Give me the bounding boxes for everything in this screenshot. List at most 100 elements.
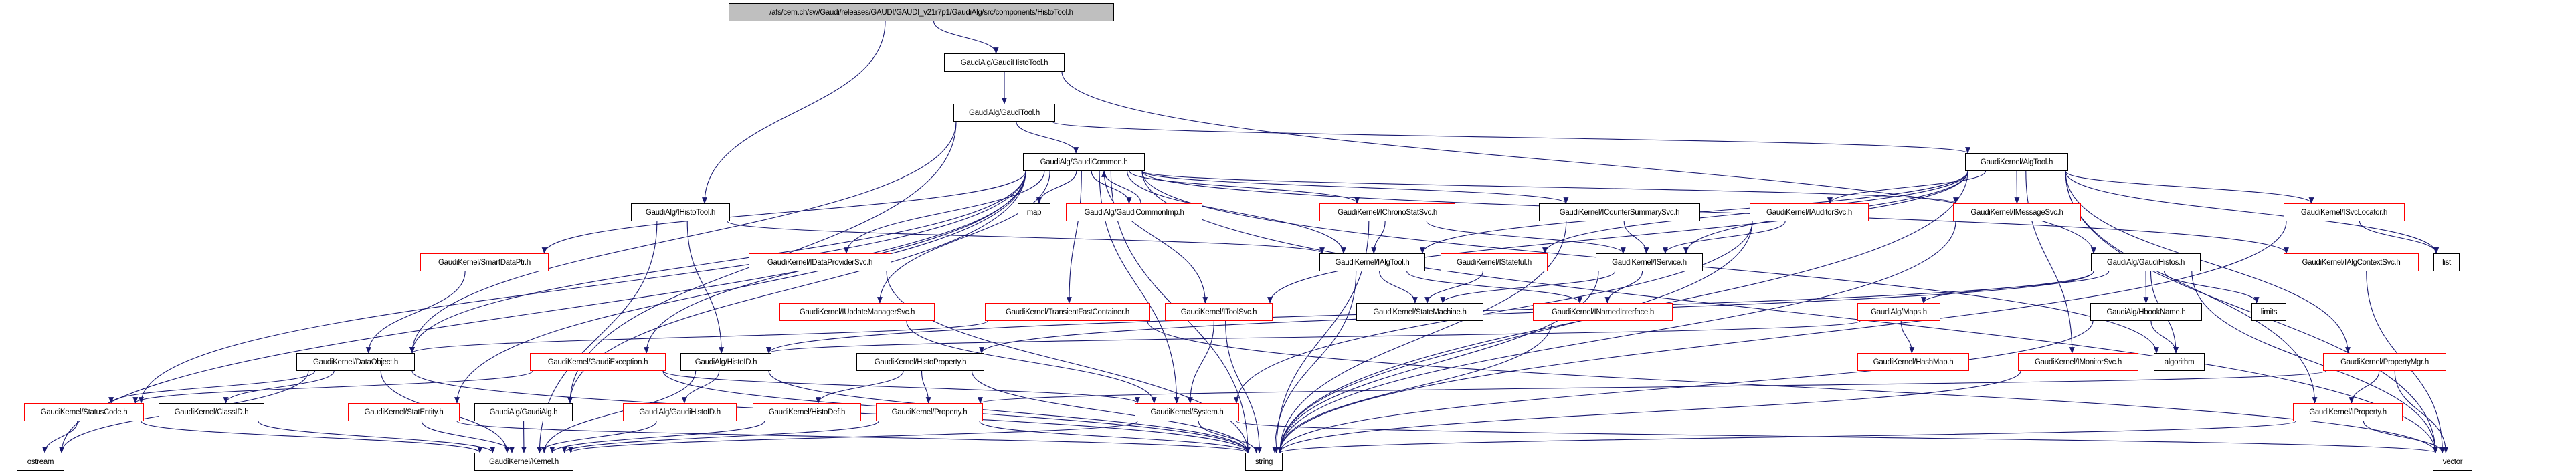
- node-iauditorsvc[interactable]: GaudiKernel/IAuditorSvc.h: [1750, 203, 1869, 221]
- edge-icountersummarysvc-to-iservice: [1623, 221, 1649, 254]
- edge-ichronostatsvc-to-ialgtool: [1371, 221, 1386, 254]
- edge-property-to-string: [979, 421, 1251, 453]
- node-classid[interactable]: GaudiKernel/ClassID.h: [159, 403, 264, 421]
- edge-classid-to-kernel: [258, 421, 496, 453]
- node-gaudialg[interactable]: GaudiAlg/GaudiAlg.h: [474, 403, 573, 421]
- node-iupdatemanagersvc[interactable]: GaudiKernel/IUpdateManagerSvc.h: [779, 303, 935, 321]
- node-iproperty[interactable]: GaudiKernel/IProperty.h: [2293, 403, 2403, 421]
- node-ichronostatsvc[interactable]: GaudiKernel/IChronoStatSvc.h: [1319, 203, 1455, 221]
- edge-algtool-to-propertymgr: [2065, 170, 2351, 354]
- node-hashmap[interactable]: GaudiKernel/HashMap.h: [1857, 353, 1969, 371]
- edge-gaudicommon-to-gaudicommonimp: [1091, 170, 1132, 204]
- node-itoolsvc[interactable]: GaudiKernel/IToolSvc.h: [1165, 303, 1273, 321]
- edge-algtool-to-list: [2065, 170, 2439, 254]
- node-ialgtool[interactable]: GaudiKernel/IAlgTool.h: [1319, 253, 1425, 271]
- node-histoproperty[interactable]: GaudiKernel/HistoProperty.h: [856, 353, 984, 371]
- edge-istateful-to-statemachine: [1424, 271, 1483, 304]
- node-algorithm[interactable]: algorithm: [2154, 353, 2205, 371]
- node-limits[interactable]: limits: [2251, 303, 2286, 321]
- node-iservice[interactable]: GaudiKernel/IService.h: [1596, 253, 1703, 271]
- edge-gaudicommon-to-itoolsvc: [1103, 170, 1208, 304]
- node-kernel[interactable]: GaudiKernel/Kernel.h: [474, 453, 573, 471]
- edge-histoproperty-to-histodef: [816, 370, 904, 404]
- edge-gaudihistoid-to-kernel: [537, 421, 657, 453]
- node-hbookname[interactable]: GaudiAlg/HbookName.h: [2090, 303, 2202, 321]
- edge-algtool-to-itoolsvc: [1267, 170, 1968, 304]
- edge-gaudicommon-to-statentity: [454, 170, 1026, 404]
- edge-gaudicommon-to-ialgcontextsvc: [1141, 170, 2289, 254]
- node-algtool[interactable]: GaudiKernel/AlgTool.h: [1965, 153, 2068, 171]
- node-icountersummarysvc[interactable]: GaudiKernel/ICounterSummarySvc.h: [1539, 203, 1700, 221]
- edge-gaudihistos-to-limits: [2164, 271, 2260, 304]
- edge-gauditool-to-algtool: [1052, 121, 1970, 154]
- edge-histoid-to-gaudihistoid: [681, 370, 720, 404]
- node-dataobject[interactable]: GaudiKernel/DataObject.h: [296, 353, 415, 371]
- edge-iservice-to-inamedinterface: [1604, 271, 1643, 304]
- edge-histoproperty-to-string: [971, 370, 1251, 453]
- edge-statuscode-to-kernel: [141, 421, 483, 453]
- edge-propertymgr-to-vector: [2394, 370, 2449, 453]
- node-gaudicommon[interactable]: GaudiAlg/GaudiCommon.h: [1023, 153, 1145, 171]
- edge-system-to-kernel: [568, 421, 1138, 453]
- edge-ialgtool-to-statemachine: [1379, 271, 1418, 304]
- edge-gaudicommon-to-idataprovidersvc: [844, 170, 1045, 254]
- edge-propertymgr-to-iproperty: [2349, 370, 2380, 404]
- node-ihistotool[interactable]: GaudiAlg/IHistoTool.h: [631, 203, 730, 221]
- node-histoid[interactable]: GaudiAlg/HistoID.h: [680, 353, 771, 371]
- node-transientfastcontainer[interactable]: GaudiKernel/TransientFastContainer.h: [985, 303, 1150, 321]
- node-property[interactable]: GaudiKernel/Property.h: [876, 403, 983, 421]
- node-ialgcontextsvc[interactable]: GaudiKernel/IAlgContextSvc.h: [2284, 253, 2419, 271]
- edge-iupdatemanagersvc-to-system: [906, 320, 1157, 404]
- edge-gaudihistotool-to-gaudihistos: [1061, 71, 2096, 254]
- edge-iauditorsvc-to-iservice: [1663, 221, 1786, 254]
- edge-smartdataptr-to-dataobject: [365, 271, 466, 354]
- edge-gaudicommon-to-map: [1036, 170, 1077, 204]
- node-string[interactable]: string: [1245, 453, 1283, 471]
- edge-iservice-to-statemachine: [1440, 271, 1616, 304]
- edge-statentity-to-kernel: [421, 421, 515, 453]
- edge-gaudicommon-to-ichronostatsvc: [1129, 170, 1360, 204]
- edge-gaudicommon-to-dataobject: [409, 170, 1026, 354]
- edge-gaudihistos-to-vector: [2191, 271, 2438, 453]
- node-istateful[interactable]: GaudiKernel/IStateful.h: [1441, 253, 1548, 271]
- node-map[interactable]: map: [1018, 203, 1050, 221]
- node-imessagesvc[interactable]: GaudiKernel/IMessageSvc.h: [1953, 203, 2081, 221]
- node-propertymgr[interactable]: GaudiKernel/PropertyMgr.h: [2323, 353, 2446, 371]
- node-gaudihistotool[interactable]: GaudiAlg/GaudiHistoTool.h: [944, 53, 1065, 72]
- node-inamedinterface[interactable]: GaudiKernel/INamedInterface.h: [1533, 303, 1673, 321]
- edge-isvclocator-to-string: [1277, 221, 2287, 453]
- node-statentity[interactable]: GaudiKernel/StatEntity.h: [348, 403, 460, 421]
- edge-isvclocator-to-list: [2359, 221, 2440, 254]
- node-imonitorsvc[interactable]: GaudiKernel/IMonitorSvc.h: [2018, 353, 2138, 371]
- edge-dataobject-to-statuscode: [108, 370, 316, 404]
- edge-algtool-to-isvclocator: [2065, 170, 2314, 204]
- node-vector[interactable]: vector: [2433, 453, 2472, 471]
- node-gaudiexception[interactable]: GaudiKernel/GaudiException.h: [530, 353, 666, 371]
- edge-gaudicommon-to-icountersummarysvc: [1141, 170, 1569, 204]
- node-idataprovidersvc[interactable]: GaudiKernel/IDataProviderSvc.h: [749, 253, 891, 271]
- node-smartdataptr[interactable]: GaudiKernel/SmartDataPtr.h: [420, 253, 549, 271]
- node-gaudicommonimp[interactable]: GaudiAlg/GaudiCommonImp.h: [1066, 203, 1202, 221]
- node-list[interactable]: list: [2433, 253, 2460, 271]
- edge-transientfastcontainer-to-vector: [1147, 320, 2438, 453]
- edge-maps-to-histoid: [766, 320, 1861, 354]
- edge-ichronostatsvc-to-iservice: [1426, 221, 1626, 254]
- edge-icountersummarysvc-to-string: [1277, 221, 1567, 453]
- edge-ihistotool-to-histoid: [686, 221, 725, 354]
- node-isvclocator[interactable]: GaudiKernel/ISvcLocator.h: [2284, 203, 2405, 221]
- edge-iproperty-to-string: [1277, 421, 2296, 453]
- node-statemachine[interactable]: GaudiKernel/StateMachine.h: [1356, 303, 1483, 321]
- node-maps[interactable]: GaudiAlg/Maps.h: [1857, 303, 1940, 321]
- edge-root-to-ihistotool: [702, 21, 886, 204]
- edge-histoproperty-to-property: [921, 370, 931, 404]
- node-gaudihistoid[interactable]: GaudiAlg/GaudiHistoID.h: [623, 403, 737, 421]
- node-ostream[interactable]: ostream: [17, 453, 64, 471]
- node-histodef[interactable]: GaudiKernel/HistoDef.h: [753, 403, 861, 421]
- edge-ialgtool-to-inamedinterface: [1406, 271, 1582, 304]
- edge-maps-to-hashmap: [1900, 320, 1915, 354]
- node-system[interactable]: GaudiKernel/System.h: [1135, 403, 1239, 421]
- node-statuscode[interactable]: GaudiKernel/StatusCode.h: [24, 403, 144, 421]
- node-gaudihistos[interactable]: GaudiAlg/GaudiHistos.h: [2091, 253, 2201, 271]
- edge-gaudicommon-to-imessagesvc: [1141, 170, 1958, 204]
- node-gauditool[interactable]: GaudiAlg/GaudiTool.h: [953, 104, 1055, 122]
